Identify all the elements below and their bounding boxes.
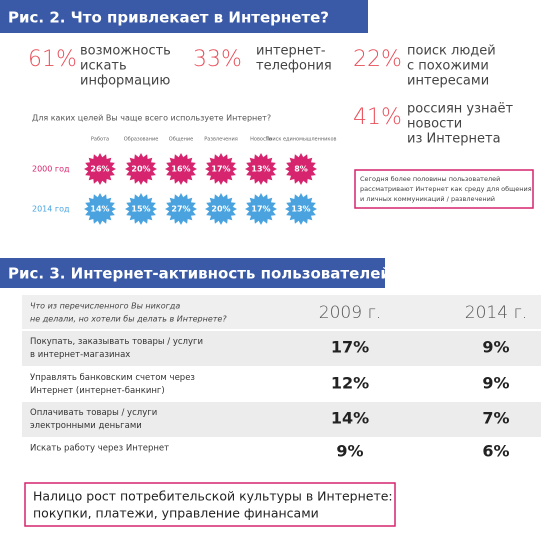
table-question: не делали, но хотели бы делать в Интерне… — [30, 315, 227, 324]
row-value: 14% — [331, 409, 369, 428]
row-value: 12% — [331, 374, 369, 393]
starburst — [245, 153, 277, 185]
column-label: Развлечения — [204, 137, 238, 143]
row-bg — [22, 331, 541, 366]
stat-text: с похожими — [407, 59, 489, 74]
badge-value: 13% — [291, 205, 310, 214]
stat-value: 61% — [28, 47, 77, 72]
row-text: в интернет-магазинах — [30, 350, 130, 360]
note-text: и личных коммуникаций / развлечений — [360, 195, 495, 203]
row-value: 6% — [482, 442, 509, 461]
stat-text: интересами — [407, 74, 489, 89]
badge-value: 15% — [131, 205, 150, 214]
row-text: электронными деньгами — [30, 421, 142, 431]
stat-text: информацию — [80, 74, 170, 89]
table-question: Что из перечисленного Вы никогда — [30, 302, 180, 311]
starburst — [125, 193, 157, 225]
stat-text: возможность — [80, 44, 171, 59]
column-label: Новости — [250, 137, 272, 143]
badge-value: 16% — [171, 165, 190, 174]
starburst — [285, 153, 317, 185]
title-bar — [0, 0, 368, 33]
badge-value: 14% — [90, 205, 109, 214]
row-value: 7% — [482, 409, 509, 428]
question: Для каких целей Вы чаще всего использует… — [32, 114, 271, 123]
column-label: Образование — [124, 137, 159, 143]
row-value: 9% — [482, 374, 509, 393]
stat-text: искать — [80, 59, 127, 74]
fig3-title: Рис. 3. Интернет-активность пользователе… — [8, 265, 391, 283]
row-text: Интернет (интернет-банкинг) — [30, 386, 165, 396]
starburst — [245, 193, 277, 225]
row-text: Искать работу через Интернет — [30, 444, 169, 454]
stat-value: 33% — [193, 47, 242, 72]
badge-value: 13% — [251, 165, 270, 174]
column-label: Работа — [91, 137, 109, 143]
badge-value: 20% — [131, 165, 150, 174]
starburst — [165, 193, 197, 225]
row-text: Покупать, заказывать товары / услуги — [30, 337, 203, 347]
row-text: Управлять банковским счетом через — [30, 373, 195, 383]
stat-text: интернет- — [256, 44, 326, 59]
starburst — [84, 193, 116, 225]
row-value: 17% — [331, 338, 369, 357]
badge-value: 26% — [90, 165, 109, 174]
year-header: 2014 г. — [465, 303, 527, 323]
badge-value: 20% — [211, 205, 230, 214]
row-label: 2014 год — [32, 205, 70, 214]
row-value: 9% — [482, 338, 509, 357]
conclusion-box — [24, 482, 396, 527]
starburst — [165, 153, 197, 185]
badge-value: 17% — [211, 165, 230, 174]
badge-value: 27% — [171, 205, 190, 214]
starburst — [84, 153, 116, 185]
starburst — [205, 153, 237, 185]
stat-text: поиск людей — [407, 44, 496, 59]
row-label: 2000 год — [32, 165, 70, 174]
column-label: Поиск единомышленников — [266, 137, 337, 143]
stat-text: россиян узнаёт — [407, 102, 513, 117]
badge-value: 8% — [294, 165, 308, 174]
starburst — [205, 193, 237, 225]
starburst — [125, 153, 157, 185]
stat-value: 22% — [353, 47, 402, 72]
note-box — [354, 169, 534, 209]
fig2-title: Рис. 2. Что привлекает в Интернете? — [8, 9, 329, 27]
year-header: 2009 г. — [319, 303, 381, 323]
table-header-bg — [22, 295, 541, 329]
conclusion-text: Налицо рост потребительской культуры в И… — [33, 489, 393, 504]
stat-text: новости — [407, 117, 462, 132]
stat-text: из Интернета — [407, 132, 501, 147]
row-value: 9% — [336, 442, 363, 461]
row-bg — [22, 402, 541, 437]
column-label: Общение — [169, 137, 193, 143]
row-text: Оплачивать товары / услуги — [30, 408, 157, 418]
conclusion-text: покупки, платежи, управление финансами — [33, 506, 319, 521]
stat-text: телефония — [256, 59, 332, 74]
stat-value: 41% — [353, 105, 402, 130]
title-bar — [0, 258, 385, 288]
note-text: рассматривают Интернет как среду для общ… — [360, 185, 532, 193]
starburst — [285, 193, 317, 225]
badge-value: 17% — [251, 205, 270, 214]
note-text: Сегодня более половины пользователей — [360, 175, 500, 183]
